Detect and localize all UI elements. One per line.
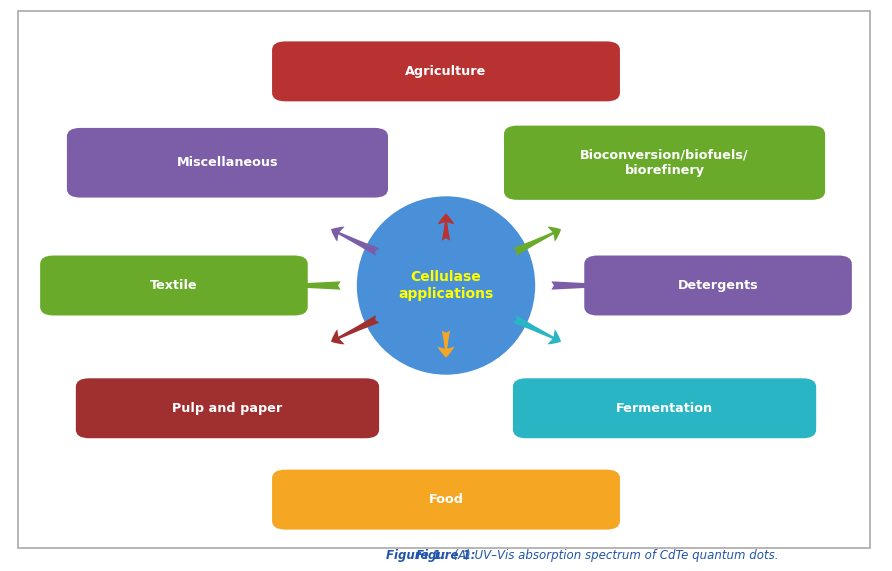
FancyBboxPatch shape xyxy=(513,379,816,439)
Text: Figure 1:: Figure 1: xyxy=(386,549,446,561)
FancyBboxPatch shape xyxy=(40,256,308,315)
FancyBboxPatch shape xyxy=(272,469,620,530)
Text: Miscellaneous: Miscellaneous xyxy=(177,156,278,169)
Ellipse shape xyxy=(357,196,535,375)
Text: Food: Food xyxy=(428,493,464,506)
Text: Fermentation: Fermentation xyxy=(616,402,713,415)
FancyBboxPatch shape xyxy=(76,379,379,439)
Text: (A) UV–Vis absorption spectrum of CdTe quantum dots.: (A) UV–Vis absorption spectrum of CdTe q… xyxy=(446,549,779,561)
Text: Figure 1:: Figure 1: xyxy=(417,549,475,561)
FancyBboxPatch shape xyxy=(272,42,620,102)
FancyBboxPatch shape xyxy=(504,126,825,200)
FancyBboxPatch shape xyxy=(584,256,852,315)
Text: Agriculture: Agriculture xyxy=(405,65,487,78)
Text: Bioconversion/biofuels/
biorefinery: Bioconversion/biofuels/ biorefinery xyxy=(581,148,748,177)
FancyBboxPatch shape xyxy=(67,128,388,198)
Text: Cellulase
applications: Cellulase applications xyxy=(399,270,493,301)
Text: Textile: Textile xyxy=(150,279,198,292)
Text: Detergents: Detergents xyxy=(678,279,758,292)
FancyBboxPatch shape xyxy=(18,11,870,548)
Text: Pulp and paper: Pulp and paper xyxy=(172,402,283,415)
